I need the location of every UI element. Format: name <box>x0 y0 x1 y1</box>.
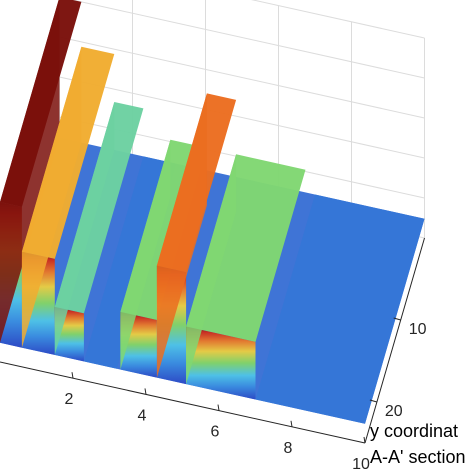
x-tick-mark <box>363 436 366 444</box>
back-gridline-z <box>59 76 425 159</box>
surface-ridge-side <box>83 156 144 362</box>
x-axis-line <box>0 361 366 444</box>
x-tick-label: 4 <box>138 407 147 424</box>
surface-ridge-side <box>0 0 60 343</box>
x-tick-label: 2 <box>65 391 74 408</box>
surface-ridge-side <box>186 154 237 385</box>
axes-layer: 2 4 6 8 10 10 20 <box>0 237 427 473</box>
back-gridline-z <box>70 0 425 79</box>
surface-ridge-side <box>156 93 207 378</box>
surface-ridge-top <box>255 194 425 424</box>
y-tick-label: 10 <box>409 321 427 338</box>
y-axis-label-line-2: A-A' section <box>370 447 465 467</box>
surface-ridge-front <box>186 326 256 400</box>
y-axis-label-line-1: y coordinat <box>370 421 458 441</box>
surface-ridge-top <box>186 154 306 342</box>
y-tick-mark <box>369 399 378 403</box>
x-tick-label: 8 <box>284 440 293 457</box>
surface-ridge-side <box>54 102 115 355</box>
x-tick-mark <box>71 372 74 379</box>
surface-layer <box>0 0 425 424</box>
x-tick-label: 10 <box>352 456 370 473</box>
y-tick-label: 20 <box>385 403 403 420</box>
back-gridline-z <box>59 36 425 119</box>
y-tick-mark <box>393 317 401 321</box>
x-tick-mark <box>217 404 220 411</box>
back-gridline-z <box>250 0 425 39</box>
y-axis-line <box>364 237 425 444</box>
x-tick-mark <box>144 388 147 395</box>
x-tick-mark <box>290 420 293 427</box>
surface-ridge-side <box>21 46 82 348</box>
y-axis-label: y coordinat A-A' section <box>370 421 465 467</box>
x-tick-label: 6 <box>211 424 220 441</box>
surface-ridge-side <box>120 139 171 370</box>
